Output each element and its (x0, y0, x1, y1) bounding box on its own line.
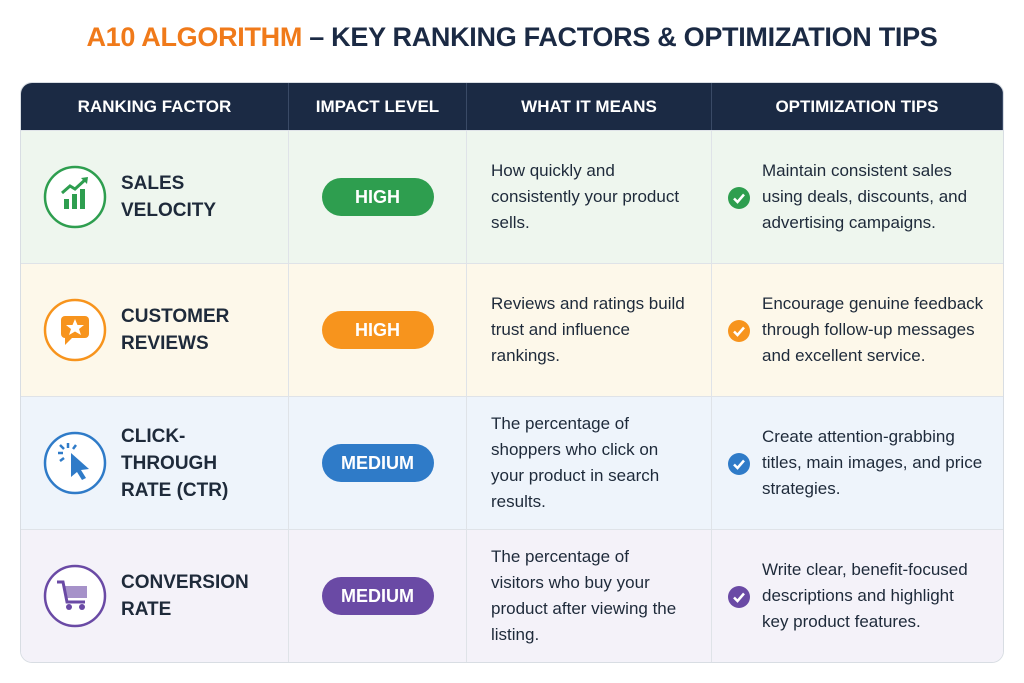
factor-icon (43, 431, 107, 495)
meaning-cell: How quickly and consistently your produc… (467, 130, 712, 263)
check-icon (728, 187, 750, 209)
factor-name: SALES VELOCITY (121, 173, 217, 221)
column-header: OPTIMIZATION TIPS (712, 83, 1003, 130)
factor-icon (43, 564, 107, 628)
factor-cell: SALES VELOCITY (21, 130, 289, 263)
column-header: WHAT IT MEANS (467, 83, 712, 130)
impact-cell: HIGH (289, 263, 467, 396)
meaning-text: The percentage of visitors who buy your … (491, 547, 677, 644)
impact-cell: MEDIUM (289, 529, 467, 662)
meaning-cell: Reviews and ratings build trust and infl… (467, 263, 712, 396)
impact-badge: MEDIUM (321, 577, 434, 615)
title-rest: – KEY RANKING FACTORS & OPTIMIZATION TIP… (309, 22, 938, 52)
ranking-table: RANKING FACTOR IMPACT LEVEL WHAT IT MEAN… (20, 82, 1004, 663)
tip-cell: Write clear, benefit-focused description… (712, 529, 1003, 662)
check-icon (728, 586, 750, 608)
column-header: IMPACT LEVEL (289, 83, 467, 130)
factor-name: CUSTOMER REVIEWS (121, 306, 230, 354)
impact-badge: HIGH (321, 178, 434, 216)
factor-cell: CUSTOMER REVIEWS (21, 263, 289, 396)
check-icon (728, 320, 750, 342)
tip-cell: Encourage genuine feedback through follo… (712, 263, 1003, 396)
impact-badge: MEDIUM (321, 444, 434, 482)
meaning-text: How quickly and consistently your produc… (491, 161, 680, 232)
title-highlight: A10 ALGORITHM (86, 22, 303, 52)
factor-name: CLICK-THROUGH RATE (CTR) (121, 425, 229, 501)
tip-text: Create attention-grabbing titles, main i… (762, 427, 983, 498)
tip-text: Write clear, benefit-focused description… (762, 560, 968, 631)
meaning-text: The percentage of shoppers who click on … (491, 414, 660, 511)
tip-text: Maintain consistent sales using deals, d… (762, 161, 968, 232)
title: A10 ALGORITHM – KEY RANKING FACTORS & OP… (0, 22, 1024, 53)
meaning-text: Reviews and ratings build trust and infl… (491, 294, 685, 365)
tip-cell: Create attention-grabbing titles, main i… (712, 396, 1003, 529)
impact-cell: HIGH (289, 130, 467, 263)
impact-cell: MEDIUM (289, 396, 467, 529)
factor-cell: CONVERSION RATE (21, 529, 289, 662)
factor-icon (43, 298, 107, 362)
tip-cell: Maintain consistent sales using deals, d… (712, 130, 1003, 263)
column-header: RANKING FACTOR (21, 83, 289, 130)
factor-cell: CLICK-THROUGH RATE (CTR) (21, 396, 289, 529)
meaning-cell: The percentage of shoppers who click on … (467, 396, 712, 529)
factor-name: CONVERSION RATE (121, 572, 249, 620)
impact-badge: HIGH (321, 311, 434, 349)
check-icon (728, 453, 750, 475)
factor-icon (43, 165, 107, 229)
meaning-cell: The percentage of visitors who buy your … (467, 529, 712, 662)
tip-text: Encourage genuine feedback through follo… (762, 294, 984, 365)
